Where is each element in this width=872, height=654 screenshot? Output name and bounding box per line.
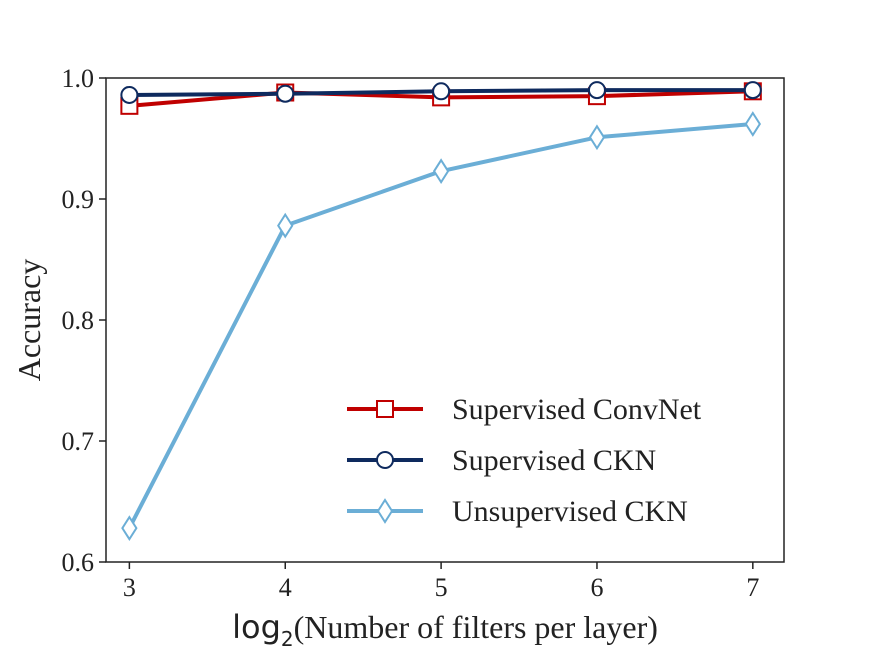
y-ticks: 0.6 0.7 0.8 0.9 1.0: [62, 64, 106, 577]
legend-item-unsupervised-ckn: Unsupervised CKN: [347, 495, 688, 528]
legend-marker: [376, 400, 394, 418]
supervised-ckn-point: [120, 85, 139, 104]
x-tick-label: 4: [279, 573, 292, 602]
unsupervised-ckn-point: [432, 158, 450, 185]
supervised-ckn-point: [432, 82, 451, 101]
x-tick-label: 3: [123, 573, 136, 602]
y-tick-label: 0.7: [62, 427, 95, 456]
x-axis-label-subscript: 2: [281, 627, 294, 651]
y-tick-label: 1.0: [62, 64, 95, 93]
x-axis-label-suffix: (Number of filters per layer): [294, 609, 658, 645]
plot-frame: [105, 77, 785, 563]
supervised-ckn-point: [276, 84, 295, 103]
legend-marker: [376, 451, 394, 469]
legend-label: Unsupervised CKN: [452, 495, 688, 528]
y-axis-label: Accuracy: [11, 259, 47, 382]
x-axis-label: log2(Number of filters per layer): [232, 608, 658, 651]
legend: Supervised ConvNet Supervised CKN Unsuperv…: [347, 393, 702, 528]
supervised-ckn-point: [587, 81, 606, 100]
x-ticks: 3 4 5 6 7: [123, 562, 759, 602]
supervised-ckn-point: [743, 81, 762, 100]
legend-marker: [376, 498, 394, 524]
x-axis-label-prefix: log: [232, 608, 281, 646]
x-tick-label: 5: [435, 573, 448, 602]
series-supervised-ckn: [120, 81, 762, 104]
y-tick-label: 0.8: [62, 306, 95, 335]
x-tick-label: 6: [590, 573, 603, 602]
x-tick-label: 7: [746, 573, 759, 602]
unsupervised-ckn-point: [744, 111, 762, 137]
y-tick-label: 0.6: [62, 548, 95, 577]
legend-label: Supervised CKN: [452, 444, 656, 477]
series-layer: [120, 81, 762, 541]
unsupervised-ckn-point: [121, 515, 138, 541]
legend-item-supervised-convnet: Supervised ConvNet: [347, 393, 702, 426]
legend-item-supervised-ckn: Supervised CKN: [347, 444, 656, 477]
unsupervised-ckn-point: [588, 124, 606, 151]
legend-label: Supervised ConvNet: [452, 393, 702, 426]
unsupervised-ckn-line: [127, 121, 753, 530]
unsupervised-ckn-point: [277, 212, 294, 239]
y-tick-label: 0.9: [62, 185, 95, 214]
series-unsupervised-ckn: [121, 111, 762, 541]
